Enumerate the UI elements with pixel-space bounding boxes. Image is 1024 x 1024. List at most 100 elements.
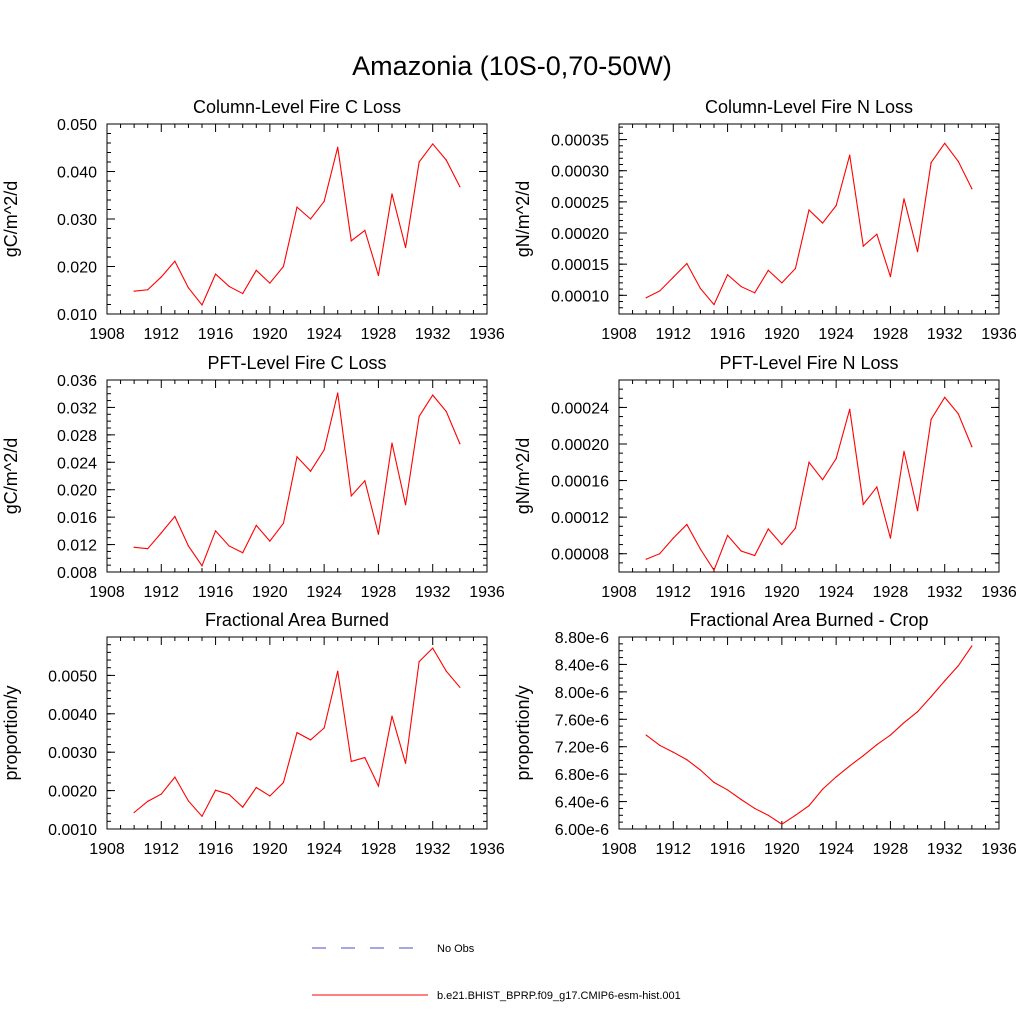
data-point (686, 759, 688, 761)
x-tick-label: 1920 (764, 841, 800, 858)
x-tick-label: 1908 (89, 584, 125, 601)
data-point (645, 558, 647, 560)
legend: No Obs b.e21.BHIST_BPRP.f09_g17.CMIP6-esm… (312, 943, 681, 1002)
x-tick-label: 1920 (252, 584, 288, 601)
data-point (377, 533, 380, 535)
data-point (889, 537, 892, 539)
data-point (957, 413, 959, 415)
x-tick-label: 1920 (764, 584, 800, 601)
y-tick-label: 0.00020 (551, 226, 609, 243)
data-point (337, 146, 339, 148)
y-tick-label: 0.010 (57, 307, 97, 324)
x-tick-label: 1916 (710, 841, 746, 858)
data-point (645, 734, 647, 736)
data-point (930, 162, 932, 164)
data-point (916, 251, 919, 253)
plot-frame (618, 636, 1000, 830)
data-point (957, 665, 959, 667)
data-point (323, 449, 325, 451)
x-tick-label: 1932 (415, 841, 451, 858)
data-point (971, 645, 973, 647)
data-point (794, 527, 797, 529)
y-axis-label: gC/m^2/d (1, 181, 21, 257)
data-point (187, 287, 190, 289)
data-point (269, 540, 271, 542)
x-tick-label: 1912 (143, 841, 179, 858)
series-line (645, 396, 973, 572)
y-tick-label: 8.00e-6 (555, 685, 609, 702)
data-point (364, 229, 366, 231)
x-tick-label: 1912 (655, 326, 691, 343)
chart-panel-1: Column-Level Fire C Loss 1908 1912 1916 1920… (1, 97, 505, 343)
series-line (645, 645, 973, 825)
data-point (754, 554, 756, 557)
data-point (364, 756, 366, 759)
data-point (147, 289, 149, 291)
y-tick-label: 0.030 (57, 212, 97, 229)
data-point (404, 762, 407, 764)
data-point (391, 715, 393, 717)
data-point (160, 276, 162, 278)
data-point (255, 524, 257, 526)
y-tick-label: 0.00015 (551, 257, 609, 274)
data-point (862, 755, 864, 757)
x-tick-label: 1916 (198, 841, 234, 858)
x-tick-label: 1908 (601, 841, 637, 858)
data-point (767, 814, 769, 816)
data-point (930, 696, 932, 698)
data-point (418, 161, 420, 163)
legend-label: No Obs (437, 943, 475, 955)
x-tick-label: 1936 (981, 584, 1017, 601)
data-point (821, 788, 824, 790)
data-point (296, 732, 298, 734)
y-tick-label: 0.012 (57, 538, 97, 555)
data-point (404, 246, 407, 249)
y-tick-label: 0.020 (57, 483, 97, 500)
x-tick-label: 1924 (818, 841, 854, 858)
x-tick-label: 1908 (89, 326, 125, 343)
data-point (903, 450, 905, 452)
data-point (889, 734, 892, 736)
data-point (672, 537, 674, 539)
x-tick-label: 1916 (710, 326, 746, 343)
data-point (726, 789, 729, 791)
plot-frame (618, 123, 1000, 315)
chart-panel-4: PFT-Level Fire N Loss 1908 1912 1916 1920 192… (513, 353, 1017, 601)
data-point (309, 470, 312, 472)
data-point (174, 515, 176, 518)
data-point (214, 789, 217, 791)
data-point (821, 479, 824, 481)
data-point (740, 798, 742, 801)
data-point (364, 480, 366, 482)
data-point (903, 722, 905, 724)
data-point (242, 552, 244, 554)
data-point (849, 765, 851, 767)
data-point (404, 504, 407, 506)
y-tick-label: 0.028 (57, 428, 97, 445)
data-point (645, 297, 647, 299)
data-point (228, 285, 230, 288)
data-point (432, 143, 434, 145)
x-tick-label: 1928 (361, 326, 397, 343)
data-point (699, 548, 702, 550)
y-tick-label: 0.00024 (551, 400, 609, 417)
x-tick-label: 1920 (252, 841, 288, 858)
legend-item: b.e21.BHIST_BPRP.f09_g17.CMIP6-esm-hist.… (312, 990, 681, 1002)
x-tick-label: 1928 (873, 841, 909, 858)
data-point (133, 811, 135, 814)
y-tick-label: 0.00035 (551, 133, 609, 150)
y-tick-label: 0.032 (57, 400, 97, 417)
data-point (767, 528, 769, 530)
data-point (187, 545, 190, 547)
data-point (337, 392, 339, 394)
chart-panel-2: Column-Level Fire N Loss 1908 1912 1916 1920… (513, 97, 1017, 343)
data-point (699, 769, 702, 771)
data-point (740, 550, 742, 552)
x-tick-label: 1916 (710, 584, 746, 601)
data-point (835, 776, 837, 778)
x-tick-label: 1908 (601, 326, 637, 343)
data-point (713, 781, 715, 783)
data-point (835, 205, 837, 207)
y-tick-label: 0.008 (57, 565, 97, 582)
data-point (794, 267, 797, 270)
